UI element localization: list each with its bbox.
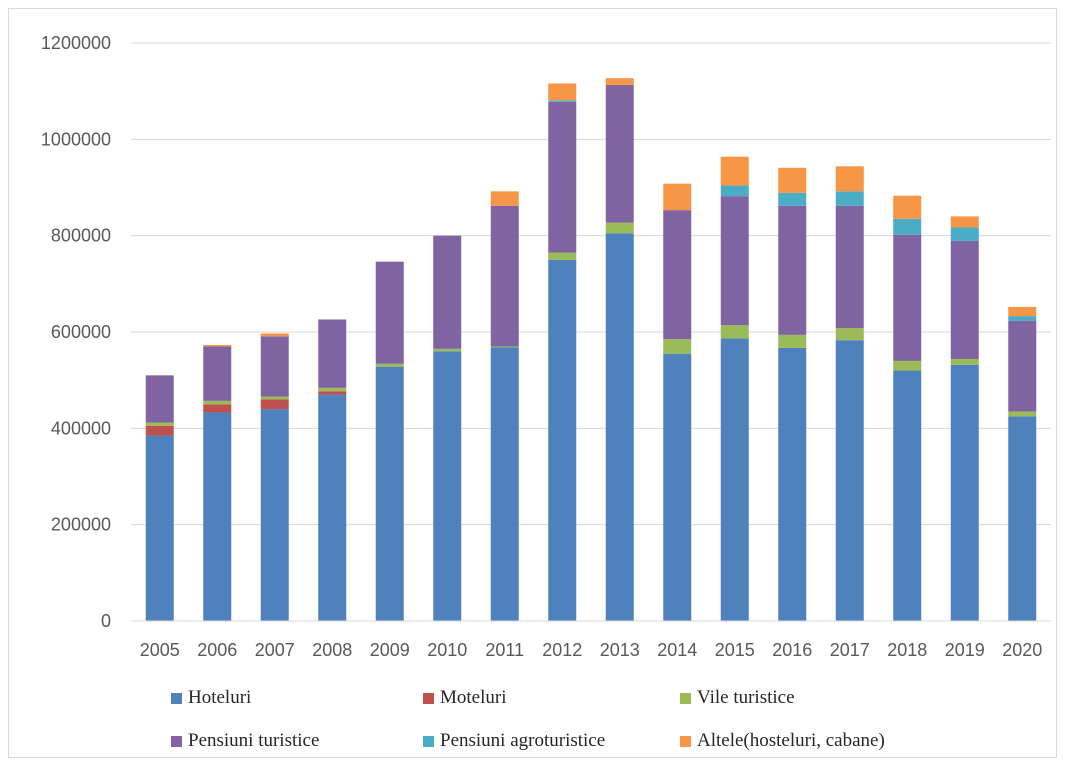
bar-segment-vile-turistice xyxy=(605,222,634,234)
x-tick-label: 2012 xyxy=(542,640,582,660)
bar-segment-altele-hosteluri-cabane xyxy=(950,216,979,228)
bar-segment-vile-turistice xyxy=(375,363,404,367)
bar-segment-vile-turistice xyxy=(950,358,979,365)
bar-segment-altele-hosteluri-cabane xyxy=(1008,306,1037,317)
y-tick-label: 0 xyxy=(101,611,111,631)
bar-segment-vile-turistice xyxy=(778,334,807,348)
x-tick-label: 2008 xyxy=(312,640,352,660)
x-tick-label: 2015 xyxy=(715,640,755,660)
bar-segment-hoteluri xyxy=(203,412,232,621)
bar-segment-vile-turistice xyxy=(490,346,519,348)
bar-segment-altele-hosteluri-cabane xyxy=(778,167,807,193)
x-tick-label: 2010 xyxy=(427,640,467,660)
y-tick-label: 400000 xyxy=(51,418,111,438)
bar-segment-hoteluri xyxy=(835,340,864,621)
bar-segment-hoteluri xyxy=(605,233,634,621)
bar-segment-pensiuni-turistice xyxy=(893,234,922,361)
bar-segment-pensiuni-turistice xyxy=(663,210,692,340)
bar-segment-hoteluri xyxy=(433,351,462,621)
chart-area: 0 200000 400000 600000 800000 1000000 1200000 2… xyxy=(8,8,1057,758)
x-tick-label: 2016 xyxy=(772,640,812,660)
bar-segment-pensiuni-turistice xyxy=(145,375,174,423)
x-tick-label: 2009 xyxy=(370,640,410,660)
x-tick-label: 2011 xyxy=(485,640,524,660)
bar-segment-pensiuni-turistice xyxy=(260,336,289,397)
y-tick-label: 200000 xyxy=(51,515,111,535)
x-tick-label: 2007 xyxy=(255,640,295,660)
bar-segment-hoteluri xyxy=(548,259,577,621)
bar-segment-hoteluri xyxy=(490,347,519,621)
bar-segment-hoteluri xyxy=(950,364,979,621)
bar-segment-vile-turistice xyxy=(1008,411,1037,417)
bar-segment-hoteluri xyxy=(720,338,749,621)
bar-segment-pensiuni-turistice xyxy=(950,240,979,359)
bar-segment-altele-hosteluri-cabane xyxy=(203,345,232,347)
bar-segment-pensiuni-agroturistice xyxy=(835,191,864,206)
bar-segment-vile-turistice xyxy=(433,348,462,352)
bar-segment-hoteluri xyxy=(663,353,692,621)
x-tick-label: 2019 xyxy=(945,640,985,660)
bar-segment-hoteluri xyxy=(893,370,922,621)
x-tick-label: 2014 xyxy=(657,640,697,660)
bar-segment-vile-turistice xyxy=(318,387,347,392)
bar-segment-pensiuni-agroturistice xyxy=(720,185,749,197)
bar-segment-pensiuni-agroturistice xyxy=(950,227,979,241)
y-tick-label: 1000000 xyxy=(41,129,111,149)
bar-segment-pensiuni-agroturistice xyxy=(1008,316,1037,321)
y-tick-label: 800000 xyxy=(51,226,111,246)
bar-segment-hoteluri xyxy=(375,366,404,621)
bar-segment-hoteluri xyxy=(318,394,347,621)
bar-segment-moteluri xyxy=(145,425,174,436)
bar-segment-pensiuni-agroturistice xyxy=(778,192,807,206)
x-tick-label: 2017 xyxy=(830,640,870,660)
bar-segment-pensiuni-turistice xyxy=(490,205,519,347)
x-tick-label: 2020 xyxy=(1002,640,1042,660)
bar-segment-pensiuni-turistice xyxy=(720,196,749,326)
bar-segment-altele-hosteluri-cabane xyxy=(835,166,864,192)
y-tick-label: 1200000 xyxy=(41,33,111,53)
bar-segment-hoteluri xyxy=(1008,416,1037,621)
bar-segment-pensiuni-turistice xyxy=(433,235,462,349)
bar-segment-altele-hosteluri-cabane xyxy=(720,156,749,186)
bar-segment-vile-turistice xyxy=(260,396,289,400)
bar-segment-altele-hosteluri-cabane xyxy=(490,191,519,206)
bar-segment-moteluri xyxy=(318,391,347,395)
bar-segment-moteluri xyxy=(260,399,289,410)
bar-segment-pensiuni-turistice xyxy=(605,84,634,223)
bar-segment-pensiuni-agroturistice xyxy=(893,218,922,235)
bar-segment-altele-hosteluri-cabane xyxy=(893,195,922,219)
x-tick-label: 2018 xyxy=(887,640,927,660)
y-tick-label: 600000 xyxy=(51,322,111,342)
bar-segment-altele-hosteluri-cabane xyxy=(663,183,692,211)
bar-segment-vile-turistice xyxy=(663,339,692,354)
bar-segment-moteluri xyxy=(203,404,232,413)
bar-segment-vile-turistice xyxy=(893,360,922,371)
bar-segment-pensiuni-turistice xyxy=(778,205,807,335)
bar-segment-pensiuni-turistice xyxy=(1008,320,1037,412)
x-tick-label: 2013 xyxy=(600,640,640,660)
bar-segment-vile-turistice xyxy=(203,400,232,405)
bar-segment-vile-turistice xyxy=(835,328,864,341)
bar-segment-vile-turistice xyxy=(548,252,577,260)
bar-segment-pensiuni-turistice xyxy=(318,319,347,388)
bar-segment-pensiuni-turistice xyxy=(835,205,864,329)
x-tick-label: 2006 xyxy=(197,640,237,660)
bar-segment-hoteluri xyxy=(145,435,174,621)
bar-segment-hoteluri xyxy=(778,347,807,621)
bar-segment-pensiuni-agroturistice xyxy=(548,100,577,102)
bar-segment-vile-turistice xyxy=(145,422,174,426)
bar-segment-pensiuni-turistice xyxy=(203,346,232,401)
bar-segment-altele-hosteluri-cabane xyxy=(548,83,577,101)
x-tick-label: 2005 xyxy=(140,640,180,660)
bar-segment-altele-hosteluri-cabane xyxy=(260,333,289,337)
bar-segment-vile-turistice xyxy=(720,325,749,339)
bar-segment-altele-hosteluri-cabane xyxy=(605,78,634,85)
bar-segment-pensiuni-turistice xyxy=(548,101,577,253)
bar-segment-pensiuni-turistice xyxy=(375,261,404,364)
stacked-bar-chart: 0 200000 400000 600000 800000 1000000 1200000 2… xyxy=(41,33,1051,660)
bar-segment-hoteluri xyxy=(260,409,289,621)
